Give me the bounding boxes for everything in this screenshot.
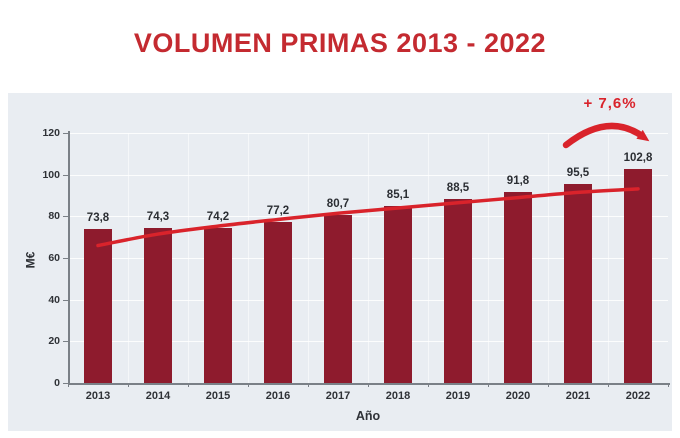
x-tick-mark xyxy=(488,383,489,387)
bar-value-label: 73,8 xyxy=(86,212,110,225)
y-tick-mark xyxy=(63,383,68,384)
bar xyxy=(624,168,652,383)
y-tick-mark xyxy=(63,258,68,259)
bar-value-label: 91,8 xyxy=(506,174,530,187)
gridline xyxy=(428,133,429,383)
x-tick-label: 2021 xyxy=(565,390,591,402)
bar-value-label: 74,3 xyxy=(146,211,170,224)
x-tick-mark xyxy=(248,383,249,387)
x-tick-label: 2020 xyxy=(505,390,531,402)
bar xyxy=(444,198,472,383)
page-title: VOLUMEN PRIMAS 2013 - 2022 xyxy=(133,28,547,58)
gridline xyxy=(248,133,249,383)
gridline xyxy=(188,133,189,383)
plot-area: 0 20 40 60 80 100 120 73,8 2013 74,3 2014 74,2 2015 7… xyxy=(8,93,672,431)
x-tick-mark xyxy=(68,383,69,387)
y-tick-label: 80 xyxy=(48,210,60,223)
x-tick-mark xyxy=(308,383,309,387)
x-tick-label: 2018 xyxy=(385,390,411,402)
bar xyxy=(504,191,532,383)
x-tick-mark xyxy=(188,383,189,387)
x-tick-mark xyxy=(128,383,129,387)
y-tick-mark xyxy=(63,174,68,176)
x-tick-mark xyxy=(428,383,429,387)
x-tick-label: 2022 xyxy=(625,390,651,402)
y-tick-mark xyxy=(63,341,68,343)
y-tick-label: 20 xyxy=(48,335,60,348)
x-tick-label: 2015 xyxy=(205,390,231,402)
gridline xyxy=(128,133,129,383)
gridline xyxy=(488,133,489,383)
y-tick-label: 40 xyxy=(48,293,60,306)
y-tick-label: 100 xyxy=(42,168,60,181)
bar xyxy=(144,228,172,383)
y-axis-line xyxy=(68,131,70,384)
y-axis-title: M€ xyxy=(23,251,38,269)
gridline xyxy=(608,133,609,383)
x-axis-line xyxy=(68,383,670,385)
y-tick-label: 0 xyxy=(54,377,60,389)
bar-value-label: 80,7 xyxy=(326,197,350,210)
x-tick-label: 2017 xyxy=(325,390,351,402)
bar-value-label: 88,5 xyxy=(446,181,470,194)
gridline xyxy=(548,133,549,383)
bar xyxy=(324,214,352,383)
x-tick-label: 2016 xyxy=(265,390,291,402)
x-tick-mark xyxy=(368,383,369,387)
gridline xyxy=(368,133,369,383)
y-tick-mark xyxy=(63,299,68,301)
y-tick-label: 120 xyxy=(42,127,60,139)
y-tick-mark xyxy=(63,216,68,218)
x-tick-mark xyxy=(548,383,549,387)
y-tick-label: 60 xyxy=(48,252,60,264)
x-tick-label: 2014 xyxy=(145,390,171,402)
bar xyxy=(384,205,412,383)
bar-value-label: 77,2 xyxy=(266,205,290,218)
x-tick-label: 2019 xyxy=(445,390,471,402)
bar xyxy=(204,228,232,383)
bar-value-label: 102,8 xyxy=(623,151,653,164)
bar-value-label: 85,1 xyxy=(386,188,410,201)
bar xyxy=(84,229,112,383)
bar-value-label: 95,5 xyxy=(566,167,590,180)
x-tick-label: 2013 xyxy=(85,390,111,402)
x-tick-mark xyxy=(668,383,669,387)
gridline xyxy=(308,133,309,383)
x-axis-title: Año xyxy=(355,409,381,423)
bar-value-label: 74,2 xyxy=(206,211,230,224)
bar xyxy=(264,222,292,383)
bar xyxy=(564,184,592,383)
x-tick-mark xyxy=(608,383,609,387)
chart-panel: 0 20 40 60 80 100 120 73,8 2013 74,3 2014 74,2 2015 7… xyxy=(8,93,672,431)
y-tick-mark xyxy=(63,133,68,134)
